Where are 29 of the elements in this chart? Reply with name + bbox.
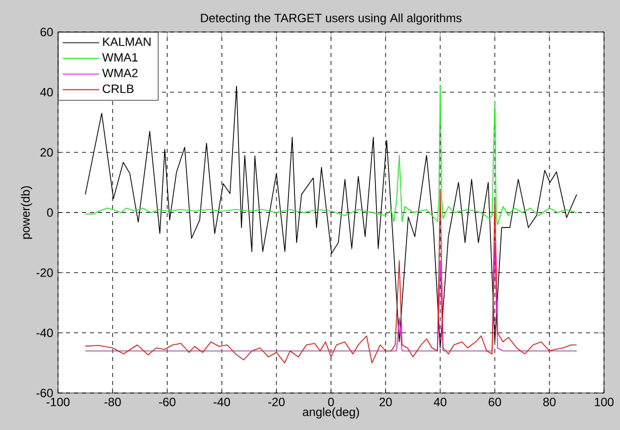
legend-label: CRLB [102,84,134,94]
chart-title: Detecting the TARGET users using All algorithms [201,13,462,25]
line-series [84,86,578,225]
x-axis-title: angle(deg) [302,407,359,419]
x-tick-label: 80 [543,398,556,406]
line-series [84,191,578,364]
x-tick-label: 20 [380,398,392,406]
x-tick-label: 0 [328,398,334,406]
y-axis-title: power(db) [20,186,32,239]
line-series [84,242,578,352]
legend-label: WMA2 [102,68,138,78]
x-tick-label: 60 [488,398,502,406]
y-tick-label: 60 [40,28,53,36]
x-tick-label: -80 [104,398,121,406]
x-tick-label: -40 [214,398,230,406]
y-tick-label: 40 [40,88,53,96]
x-tick-label: 100 [594,398,614,406]
x-tick-label: -100 [46,398,70,406]
y-tick-label: -20 [36,268,53,277]
x-tick-label: 40 [434,398,446,406]
legend-label: WMA1 [102,53,138,62]
y-tick-label: 0 [47,208,53,217]
x-tick-label: -20 [268,398,285,406]
x-tick-label: -60 [159,398,176,406]
y-tick-label: 20 [40,148,53,157]
y-tick-label: -60 [36,388,53,398]
y-tick-label: -40 [36,328,53,338]
legend-label: KALMAN [103,38,151,46]
line-series [84,86,578,348]
